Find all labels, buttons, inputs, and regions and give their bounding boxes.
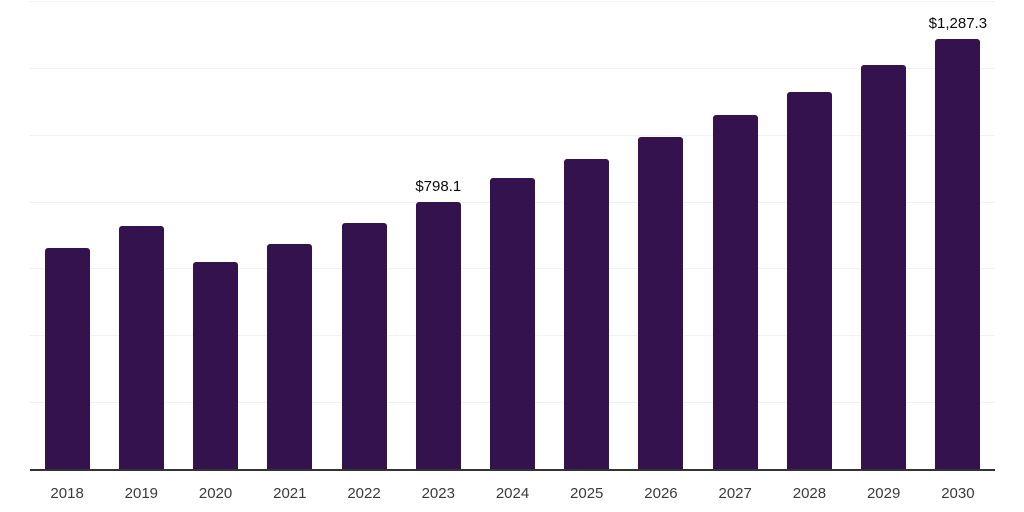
x-tick-label-2027: 2027 <box>718 485 752 502</box>
x-tick-label-2024: 2024 <box>495 485 530 502</box>
bar-2018 <box>44 248 90 469</box>
bar-2026 <box>638 137 684 469</box>
x-tick-label-2022: 2022 <box>347 485 381 502</box>
bar-2024 <box>490 177 535 469</box>
bar-2027 <box>712 114 758 469</box>
x-tick-label-2021: 2021 <box>273 485 307 502</box>
gridline-1400 <box>30 1 995 2</box>
value-label-2023: $798.1 <box>415 178 462 196</box>
gridline-1200 <box>30 68 995 69</box>
bar-2023 <box>415 202 461 469</box>
bar-2025 <box>564 158 610 469</box>
bar-2019 <box>118 226 164 469</box>
bar-2030 <box>935 38 981 469</box>
x-tick-label-2030: 2030 <box>941 485 975 502</box>
x-tick-label-2025: 2025 <box>570 485 604 502</box>
value-label-2030: $1,287.3 <box>928 14 988 32</box>
x-tick-label-2018: 2018 <box>50 485 84 502</box>
x-tick-label-2028: 2028 <box>792 485 827 502</box>
bar-2021 <box>267 244 313 469</box>
x-tick-label-2020: 2020 <box>198 485 233 502</box>
x-axis-line <box>30 469 995 471</box>
x-tick-label-2019: 2019 <box>124 485 159 502</box>
bar-2028 <box>786 91 832 469</box>
x-tick-label-2029: 2029 <box>866 485 901 502</box>
gridline-1000 <box>30 135 995 136</box>
bar-2020 <box>193 261 239 469</box>
bar-2022 <box>341 222 387 469</box>
x-tick-label-2023: 2023 <box>421 485 455 502</box>
bar-2029 <box>861 65 907 469</box>
x-tick-label-2026: 2026 <box>644 485 678 502</box>
